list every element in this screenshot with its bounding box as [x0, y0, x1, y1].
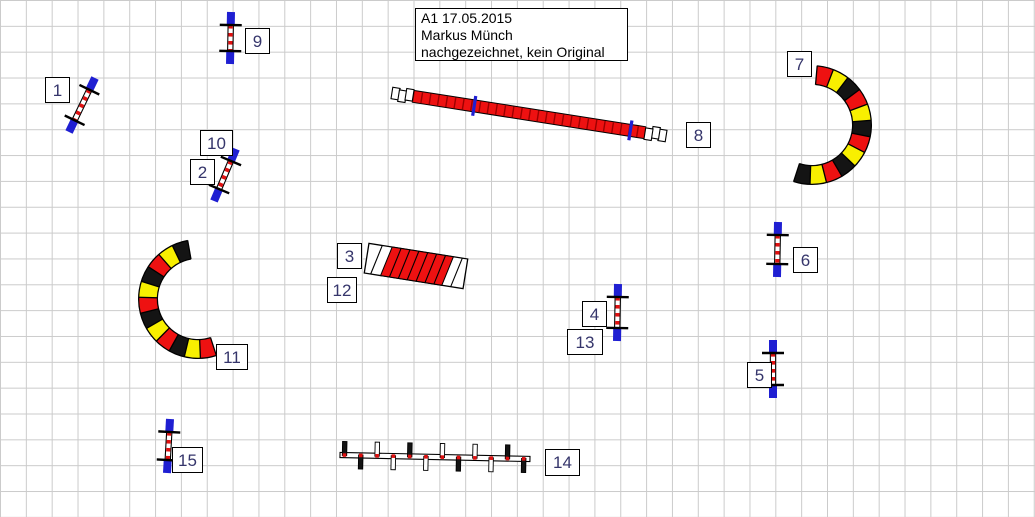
obstacle-label-1: 1 — [45, 77, 70, 103]
course-info-box: A1 17.05.2015 Markus Münch nachgezeichne… — [415, 8, 628, 61]
course-note: nachgezeichnet, kein Original — [421, 44, 605, 60]
obstacle-label-5: 5 — [747, 362, 772, 388]
tunnel-11 — [138, 239, 218, 359]
jump-6 — [766, 221, 789, 278]
obstacle-label-4: 4 — [582, 301, 607, 327]
obstacle-label-11: 11 — [216, 344, 248, 370]
obstacle-label-13: 13 — [567, 329, 603, 355]
obstacle-label-12: 12 — [327, 277, 357, 303]
jump-1 — [64, 76, 100, 134]
jump-9 — [219, 11, 242, 65]
jump-2-10 — [208, 147, 242, 203]
obstacle-label-8: 8 — [686, 122, 711, 148]
obstacle-label-15: 15 — [172, 447, 203, 473]
tunnel-8 — [390, 86, 668, 143]
tunnel-3-12 — [363, 242, 469, 290]
obstacle-label-14: 14 — [545, 449, 580, 476]
tunnel-7 — [792, 65, 872, 185]
obstacle-label-9: 9 — [245, 28, 270, 54]
obstacle-label-2: 2 — [190, 159, 215, 185]
obstacle-label-3: 3 — [337, 243, 362, 269]
course-author: Markus Münch — [421, 27, 513, 43]
obstacle-label-6: 6 — [793, 247, 818, 273]
obstacle-label-7: 7 — [787, 51, 812, 77]
course-title: A1 17.05.2015 — [421, 10, 513, 26]
weave-14 — [339, 440, 531, 473]
jump-4-13 — [606, 283, 629, 342]
obstacle-label-10: 10 — [200, 130, 233, 156]
jump-5 — [762, 340, 784, 398]
